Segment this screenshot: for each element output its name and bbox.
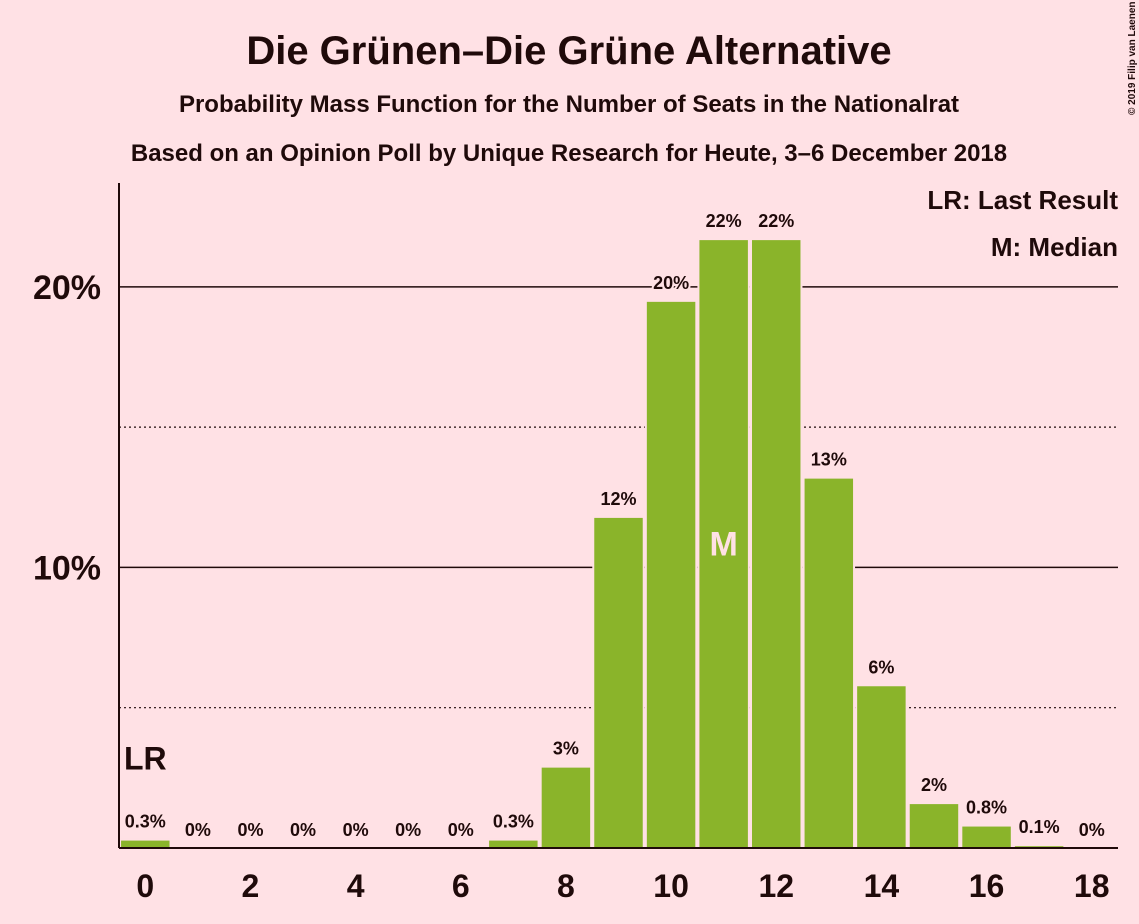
x-tick-label: 16 <box>969 868 1005 904</box>
x-tick-label: 6 <box>452 868 470 904</box>
value-label: 0% <box>290 820 316 840</box>
median-marker: M <box>709 526 737 564</box>
bar <box>907 802 961 849</box>
value-label: 0% <box>448 820 474 840</box>
bar <box>697 238 750 849</box>
bar <box>119 838 172 849</box>
bar <box>960 824 1013 849</box>
bar <box>802 476 856 849</box>
bar <box>855 684 908 849</box>
value-label: 0% <box>343 820 369 840</box>
legend-entry: M: Median <box>991 232 1118 262</box>
subtitle: Based on an Opinion Poll by Unique Resea… <box>131 140 1007 167</box>
copyright: © 2019 Filip van Laenen <box>1127 1 1138 115</box>
value-label: 0.1% <box>1019 817 1060 837</box>
bar <box>749 238 803 849</box>
x-tick-label: 2 <box>242 868 260 904</box>
y-tick-label: 20% <box>33 269 101 307</box>
x-tick-label: 14 <box>864 868 900 904</box>
x-tick-label: 4 <box>347 868 365 904</box>
x-tick-label: 10 <box>653 868 689 904</box>
value-label: 13% <box>811 450 847 470</box>
y-tick-label: 10% <box>33 549 101 587</box>
value-label: 12% <box>600 489 636 509</box>
bar <box>539 765 593 849</box>
value-label: 0% <box>237 820 263 840</box>
value-label: 0.3% <box>493 812 534 832</box>
value-label: 22% <box>706 211 742 231</box>
value-label: 0% <box>185 820 211 840</box>
value-label: 0.8% <box>966 798 1007 818</box>
value-label: 0.3% <box>125 812 166 832</box>
subtitle: Probability Mass Function for the Number… <box>179 91 959 118</box>
value-label: 0% <box>395 820 421 840</box>
value-label: 22% <box>758 211 794 231</box>
x-tick-label: 18 <box>1074 868 1110 904</box>
value-label: 20% <box>653 273 689 293</box>
bar <box>487 838 540 849</box>
value-label: 6% <box>868 657 894 677</box>
x-tick-label: 8 <box>557 868 575 904</box>
value-label: 0% <box>1079 820 1105 840</box>
x-tick-label: 12 <box>758 868 794 904</box>
chart-title: Die Grünen–Die Grüne Alternative <box>246 29 891 73</box>
bar <box>644 299 698 850</box>
value-label: 2% <box>921 775 947 795</box>
last-result-marker: LR <box>124 741 167 777</box>
legend-entry: LR: Last Result <box>927 185 1118 215</box>
x-tick-label: 0 <box>136 868 154 904</box>
value-label: 3% <box>553 739 579 759</box>
bar <box>592 515 645 849</box>
